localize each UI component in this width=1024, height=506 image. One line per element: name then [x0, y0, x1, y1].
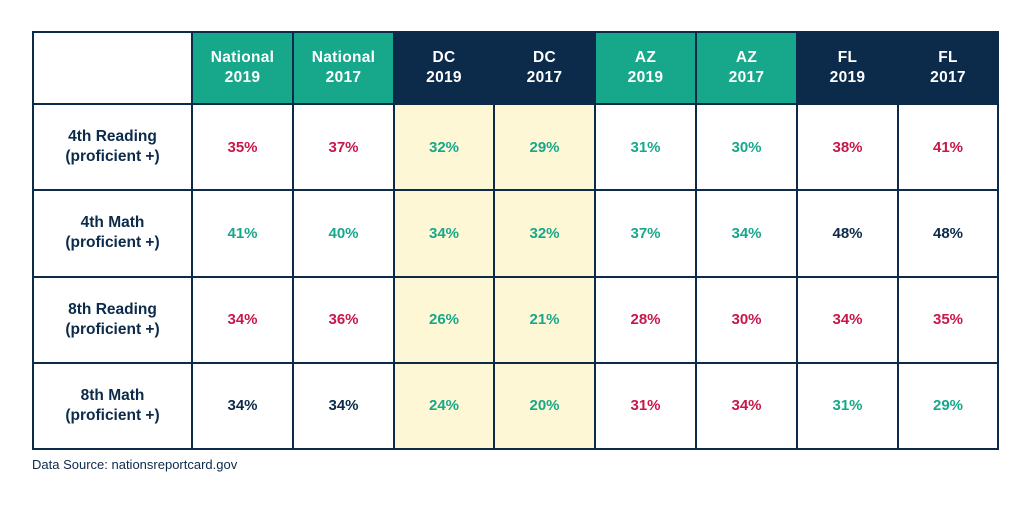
header-label: National: [311, 49, 376, 66]
value-cell: 29%: [493, 102, 596, 192]
value-cell: 34%: [695, 361, 798, 451]
header-national-2017: National 2017: [292, 31, 395, 105]
header-label: AZ: [634, 49, 657, 66]
header-year: 2017: [728, 69, 765, 86]
value-cell: 21%: [493, 275, 596, 364]
value-cell: 26%: [393, 275, 495, 364]
value-cell: 41%: [897, 102, 999, 192]
value-cell: 30%: [695, 102, 798, 192]
value-cell: 48%: [897, 189, 999, 278]
header-year: 2019: [829, 69, 866, 86]
row-label-level: (proficient +): [65, 234, 160, 252]
value-cell: 35%: [191, 102, 294, 192]
header-row: National 2019 National 2017 DC 2019 DC 2017 …: [32, 31, 999, 105]
value-cell: 36%: [292, 275, 395, 364]
header-fl-2019: FL 2019: [796, 31, 899, 105]
row-label-subject: 8th Reading: [68, 300, 157, 318]
value-cell: 34%: [191, 361, 294, 451]
row-4th-math: 4th Math (proficient +) 41% 40% 34% 32% 3…: [32, 189, 999, 278]
header-label: FL: [837, 49, 858, 66]
row-label: 8th Math (proficient +): [32, 361, 193, 451]
header-year: 2017: [930, 69, 966, 86]
row-label: 4th Reading (proficient +): [32, 102, 193, 192]
value-cell: 35%: [897, 275, 999, 364]
value-cell: 30%: [695, 275, 798, 364]
row-label: 4th Math (proficient +): [32, 189, 193, 278]
header-year: 2017: [325, 69, 362, 86]
value-cell: 34%: [796, 275, 899, 364]
value-cell: 20%: [493, 361, 596, 451]
header-label: FL: [938, 49, 958, 66]
value-cell: 29%: [897, 361, 999, 451]
value-cell: 24%: [393, 361, 495, 451]
header-year: 2019: [627, 69, 664, 86]
header-label: DC: [533, 49, 556, 66]
value-cell: 31%: [594, 102, 697, 192]
value-cell: 31%: [594, 361, 697, 451]
value-cell: 32%: [493, 189, 596, 278]
row-label-level: (proficient +): [65, 320, 160, 338]
row-label-level: (proficient +): [65, 406, 160, 424]
header-corner-cell: [32, 31, 193, 105]
row-label-level: (proficient +): [65, 148, 160, 166]
value-cell: 28%: [594, 275, 697, 364]
header-year: 2017: [526, 69, 563, 86]
value-cell: 34%: [191, 275, 294, 364]
row-label-subject: 4th Math: [80, 214, 145, 232]
row-label: 8th Reading (proficient +): [32, 275, 193, 364]
header-az-2019: AZ 2019: [594, 31, 697, 105]
value-cell: 34%: [695, 189, 798, 278]
row-label-subject: 4th Reading: [68, 128, 157, 146]
value-cell: 32%: [393, 102, 495, 192]
header-year: 2019: [426, 69, 462, 86]
row-label-subject: 8th Math: [80, 386, 145, 404]
row-8th-math: 8th Math (proficient +) 34% 34% 24% 20% 3…: [32, 361, 999, 451]
value-cell: 40%: [292, 189, 395, 278]
naep-results-table: National 2019 National 2017 DC 2019 DC 2017 …: [32, 31, 999, 451]
value-cell: 34%: [292, 361, 395, 451]
row-4th-reading: 4th Reading (proficient +) 35% 37% 32% 29…: [32, 102, 999, 192]
value-cell: 31%: [796, 361, 899, 451]
value-cell: 38%: [796, 102, 899, 192]
row-8th-reading: 8th Reading (proficient +) 34% 36% 26% 21…: [32, 275, 999, 364]
value-cell: 48%: [796, 189, 899, 278]
header-year: 2019: [224, 69, 261, 86]
data-source-note: Data Source: nationsreportcard.gov: [32, 457, 238, 472]
header-az-2017: AZ 2017: [695, 31, 798, 105]
header-national-2019: National 2019: [191, 31, 294, 105]
value-cell: 34%: [393, 189, 495, 278]
header-label: DC: [432, 49, 456, 66]
header-label: National: [210, 49, 275, 66]
header-label: AZ: [735, 49, 758, 66]
value-cell: 37%: [594, 189, 697, 278]
value-cell: 41%: [191, 189, 294, 278]
value-cell: 37%: [292, 102, 395, 192]
header-fl-2017: FL 2017: [897, 31, 999, 105]
header-dc-2017: DC 2017: [493, 31, 596, 105]
header-dc-2019: DC 2019: [393, 31, 495, 105]
